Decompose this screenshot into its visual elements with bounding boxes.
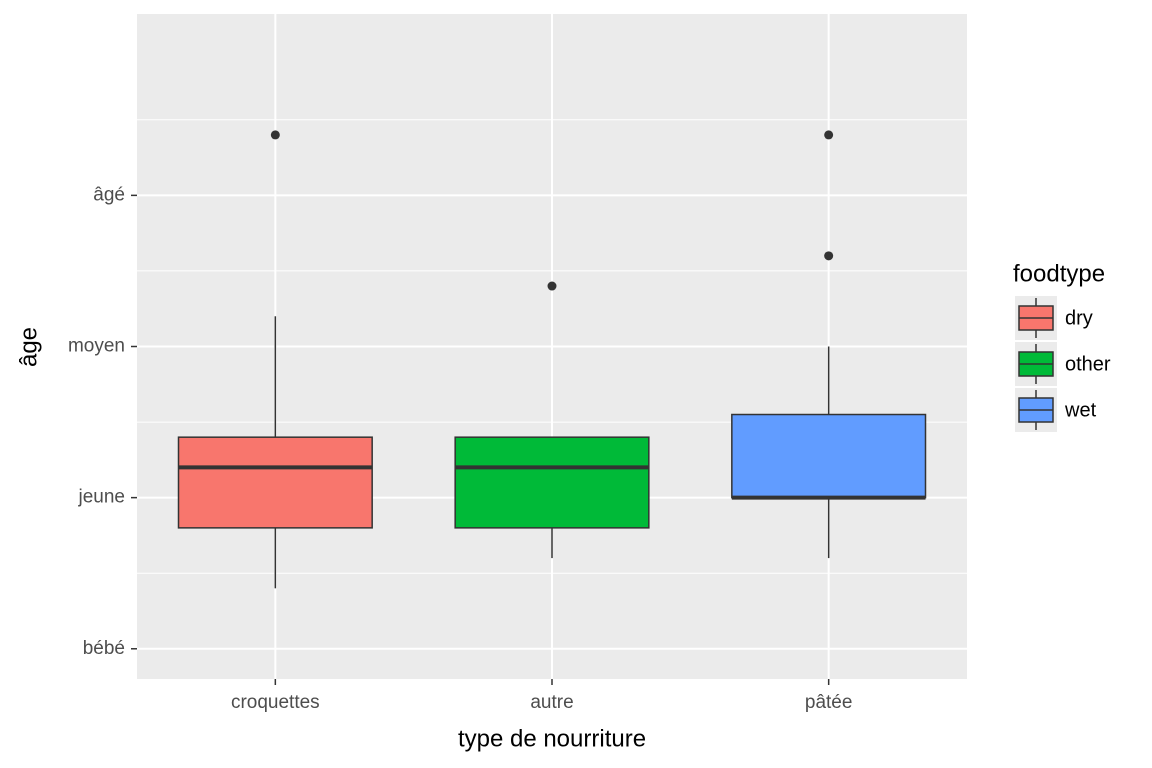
x-tick-label: autre [530, 692, 573, 713]
x-tick-label: croquettes [231, 692, 320, 713]
outlier [270, 130, 280, 140]
y-tick-label: jeune [78, 487, 126, 508]
outlier [547, 281, 557, 291]
legend-title: foodtype [1013, 260, 1105, 287]
box [177, 436, 373, 529]
legend-label: other [1065, 353, 1111, 375]
y-tick-label: âgé [93, 184, 125, 205]
y-tick-label: bébé [83, 638, 125, 659]
y-tick-label: moyen [68, 336, 125, 357]
y-axis-title: âge [15, 327, 42, 367]
outlier [824, 130, 834, 140]
legend-label: wet [1064, 399, 1097, 421]
x-tick-label: pâtée [805, 692, 853, 713]
x-axis-title: type de nourriture [458, 725, 646, 752]
box [731, 413, 927, 499]
box [454, 436, 650, 529]
legend-label: dry [1065, 307, 1093, 329]
outlier [824, 251, 834, 261]
